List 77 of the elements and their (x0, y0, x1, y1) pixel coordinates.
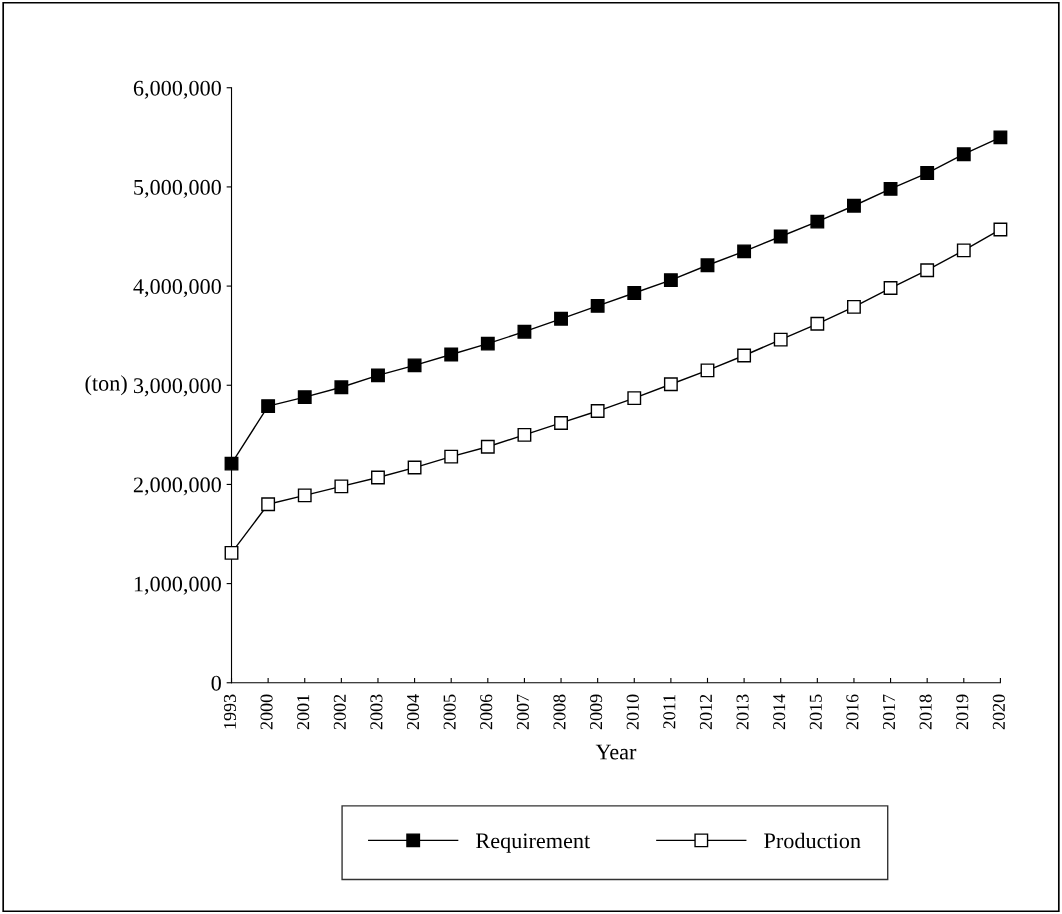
x-tick-label: 2006 (480, 694, 493, 730)
point (993, 130, 1008, 145)
legend-label: Production (764, 832, 861, 849)
point (517, 427, 532, 442)
point (590, 298, 605, 313)
x-axis-title: Year (595, 744, 637, 760)
point (480, 336, 495, 351)
point (297, 488, 312, 503)
point (371, 368, 385, 383)
point (407, 460, 422, 475)
x-tick-label: 2000 (260, 694, 273, 730)
point (883, 181, 898, 196)
point (920, 263, 935, 278)
point (773, 332, 788, 347)
x-tick-label: 2017 (882, 694, 896, 730)
x-tick-label: 2016 (846, 694, 859, 730)
x-tick-label: 2019 (956, 694, 969, 730)
x-tick-label: 2007 (516, 694, 529, 730)
point (627, 286, 642, 300)
x-tick-label: 2015 (809, 694, 822, 730)
x-tick-label: 2001 (297, 694, 310, 730)
y-tick-label: 2,000,000 (133, 477, 221, 496)
point (554, 311, 568, 326)
point (297, 390, 312, 405)
x-tick-label: 2011 (663, 694, 676, 729)
y-tick-label: 1,000,000 (134, 576, 221, 595)
point (956, 147, 971, 162)
point (371, 470, 385, 485)
point (810, 316, 825, 331)
y-tick-label: 6,000,000 (133, 80, 221, 99)
x-tick-label: 2018 (919, 694, 932, 730)
point (334, 479, 349, 494)
x-tick-label: 2010 (626, 694, 639, 730)
point (554, 415, 568, 430)
point (663, 377, 678, 392)
point (883, 281, 898, 296)
point (700, 363, 715, 378)
point (517, 324, 532, 339)
y-axis-title: (ton) (85, 375, 127, 396)
point (444, 449, 459, 464)
point (444, 347, 459, 362)
point (334, 380, 349, 395)
point (663, 273, 678, 288)
point (224, 456, 239, 471)
point (261, 497, 276, 512)
point (590, 404, 605, 418)
point (847, 198, 861, 213)
y-tick-label: 3,000,000 (133, 378, 221, 397)
point (737, 244, 752, 259)
x-tick-label: 2013 (736, 694, 749, 730)
point (847, 299, 861, 314)
x-tick-label: 2002 (333, 694, 346, 730)
x-tick-label: 2003 (370, 694, 383, 730)
x-tick-label: 2020 (992, 694, 1005, 730)
point (407, 358, 422, 373)
x-tick-label: 2012 (699, 694, 713, 730)
point (920, 166, 935, 180)
x-tick-label: 2008 (553, 694, 566, 730)
legend-label: Requirement (476, 833, 591, 853)
x-tick-label: 2005 (443, 694, 456, 730)
y-tick-label: 5,000,000 (134, 179, 221, 199)
y-tick-label: 4,000,000 (133, 279, 221, 298)
x-tick-label: 2009 (589, 694, 603, 730)
point (261, 399, 276, 414)
point (956, 243, 971, 258)
point (737, 348, 752, 363)
point (627, 391, 642, 406)
point (700, 258, 715, 273)
point (810, 214, 825, 229)
x-tick-label: 1993 (223, 694, 237, 729)
point (224, 545, 239, 560)
point (773, 229, 788, 244)
x-tick-label: 2014 (773, 694, 786, 730)
y-tick-label: 0 (211, 675, 221, 691)
point (480, 439, 495, 454)
x-tick-label: 2004 (406, 694, 420, 730)
point (993, 222, 1008, 237)
